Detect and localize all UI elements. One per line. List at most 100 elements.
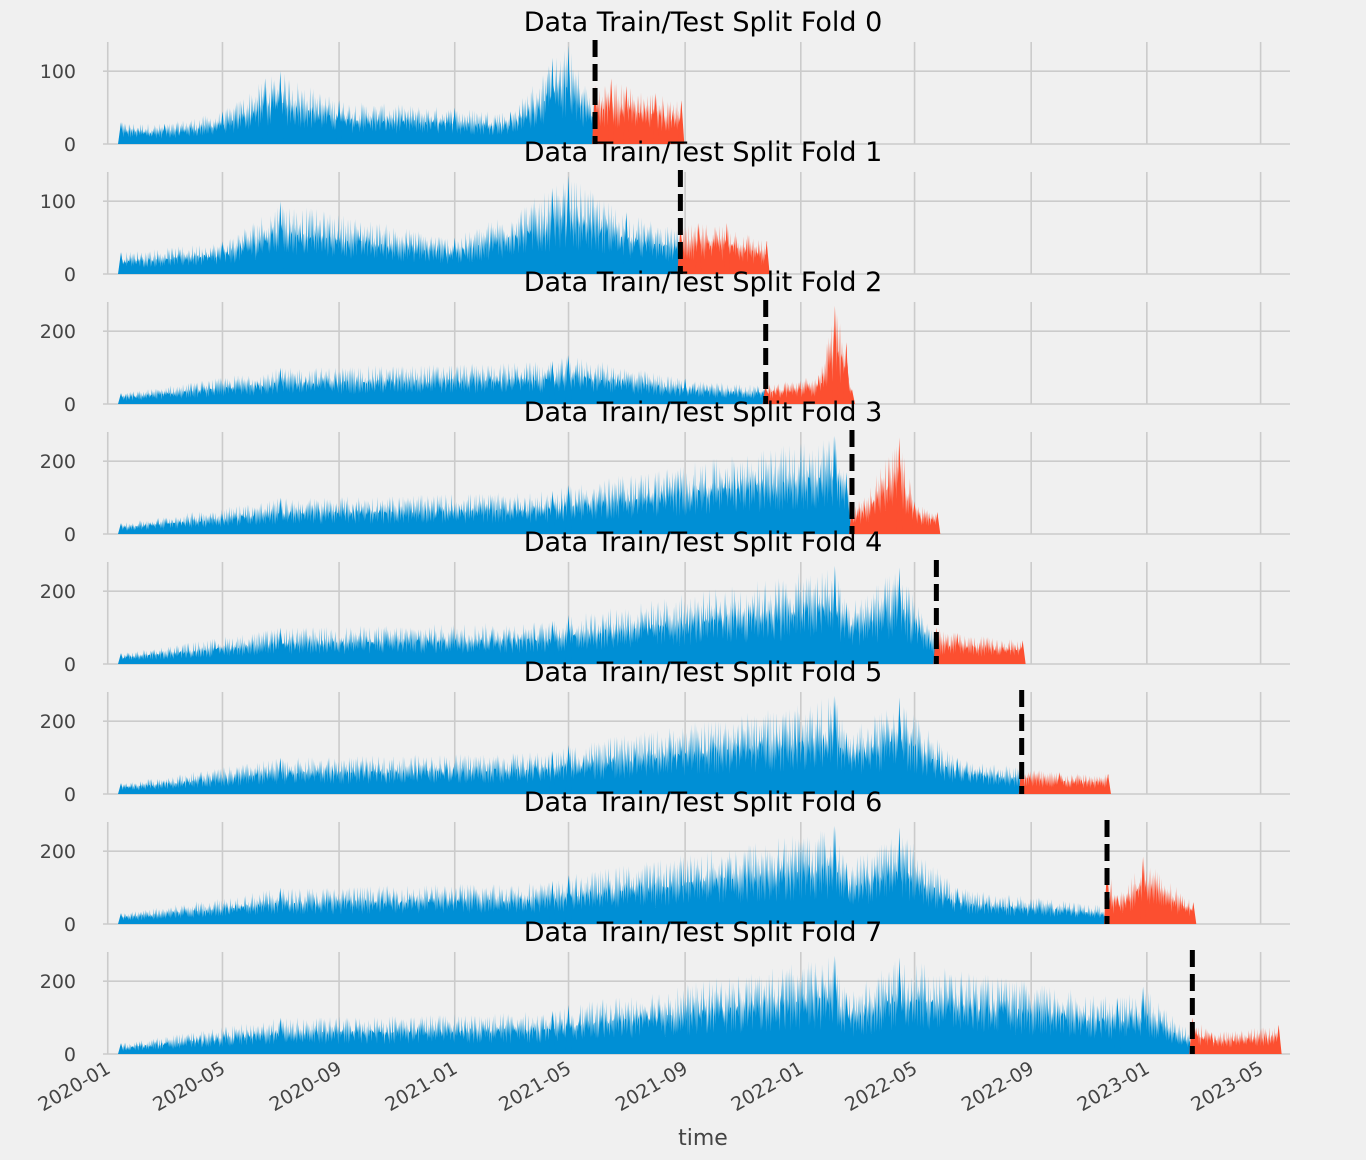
fold-title: Data Train/Test Split Fold 2 [524, 267, 883, 298]
train-data-point [549, 1011, 556, 1054]
y-tick-label: 100 [40, 61, 76, 83]
train-series [121, 436, 853, 534]
y-tick-label: 0 [64, 784, 76, 806]
fold-panel-7: 0 200 Data Train/Test Split Fold 7 [40, 917, 1290, 1066]
test-data-point [911, 501, 918, 534]
test-data-point [1190, 902, 1197, 924]
train-series [121, 50, 596, 144]
train-data-point [118, 122, 125, 144]
y-tick-label: 100 [40, 191, 76, 213]
train-data-point [507, 111, 514, 144]
train-data-point [843, 602, 850, 664]
train-data-point [1140, 986, 1147, 1054]
x-tick-label: 2020-05 [149, 1057, 229, 1116]
train-data-point [565, 175, 572, 274]
train-data-point [118, 252, 125, 274]
test-data-point [1019, 640, 1026, 664]
fold-panel-6: 0 200 Data Train/Test Split Fold 6 [40, 787, 1290, 936]
train-data-point [565, 874, 572, 924]
train-series [121, 827, 1108, 924]
test-data-point [896, 437, 903, 534]
train-data-point [896, 827, 903, 924]
train-data-point [262, 78, 269, 144]
y-tick-label: 200 [40, 321, 76, 343]
fold-panel-3: 0 200 Data Train/Test Split Fold 3 [40, 397, 1290, 546]
train-data-point [549, 621, 556, 664]
train-data-point [831, 825, 838, 924]
y-tick-label: 200 [40, 451, 76, 473]
fold-title: Data Train/Test Split Fold 4 [524, 527, 883, 558]
y-tick-label: 0 [64, 1044, 76, 1066]
test-data-point [678, 100, 685, 144]
train-data-point [831, 955, 838, 1054]
test-data-point [1275, 1024, 1282, 1054]
test-series [595, 82, 682, 144]
train-data-point [843, 732, 850, 794]
y-tick-label: 0 [64, 524, 76, 546]
y-tick-label: 0 [64, 264, 76, 286]
train-data-point [843, 472, 850, 534]
train-data-point [118, 393, 125, 404]
train-series [121, 957, 1193, 1054]
x-tick-label: 2021-09 [612, 1057, 692, 1116]
y-tick-label: 200 [40, 971, 76, 993]
train-data-point [549, 751, 556, 794]
fold-title: Data Train/Test Split Fold 5 [524, 657, 883, 688]
test-data-point [934, 512, 941, 534]
x-tick-label: 2020-01 [34, 1057, 114, 1116]
x-tick-label: 2020-09 [266, 1057, 346, 1116]
x-tick-label: 2021-05 [495, 1057, 575, 1116]
train-data-point [954, 757, 961, 794]
train-series [121, 569, 937, 664]
train-data-point [843, 862, 850, 924]
test-data-point [843, 342, 850, 404]
test-data-point [695, 223, 702, 274]
train-data-point [451, 237, 458, 274]
train-data-point [277, 627, 284, 664]
train-data-point [118, 523, 125, 534]
train-data-point [565, 614, 572, 664]
train-data-point [831, 695, 838, 794]
x-tick-label: 2022-01 [728, 1057, 808, 1116]
fold-title: Data Train/Test Split Fold 1 [524, 137, 883, 168]
train-data-point [549, 361, 556, 404]
train-data-point [277, 367, 284, 404]
test-data-point [723, 223, 730, 274]
fold-title: Data Train/Test Split Fold 6 [524, 787, 883, 818]
train-data-point [623, 212, 630, 274]
train-data-point [277, 201, 284, 274]
y-tick-label: 200 [40, 841, 76, 863]
test-data-point [1114, 894, 1121, 924]
test-data-point [831, 305, 838, 404]
train-data-point [565, 354, 572, 404]
x-tick-label: 2023-01 [1074, 1057, 1154, 1116]
x-axis-label: time [678, 1126, 728, 1151]
y-tick-label: 200 [40, 711, 76, 733]
test-data-point [1208, 1032, 1215, 1054]
train-data-point [277, 757, 284, 794]
train-data-point [565, 1004, 572, 1054]
train-data-point [118, 913, 125, 924]
test-series [680, 223, 768, 274]
train-data-point [277, 887, 284, 924]
train-data-point [277, 71, 284, 144]
train-data-point [118, 653, 125, 664]
train-data-point [843, 992, 850, 1054]
train-data-point [336, 100, 343, 144]
fold-title: Data Train/Test Split Fold 0 [524, 7, 883, 38]
test-data-point [652, 93, 659, 144]
train-data-point [565, 484, 572, 534]
train-data-point [1114, 997, 1121, 1054]
train-data-point [565, 45, 572, 145]
train-series [121, 697, 1023, 794]
train-data-point [896, 957, 903, 1054]
test-data-point [1140, 856, 1147, 924]
y-tick-label: 200 [40, 581, 76, 603]
train-data-point [451, 107, 458, 144]
fold-panel-1: 0 100 Data Train/Test Split Fold 1 [40, 137, 1290, 286]
train-data-point [219, 111, 226, 144]
train-series [121, 177, 681, 274]
train-data-point [118, 783, 125, 794]
x-tick-label: 2021-01 [381, 1057, 461, 1116]
